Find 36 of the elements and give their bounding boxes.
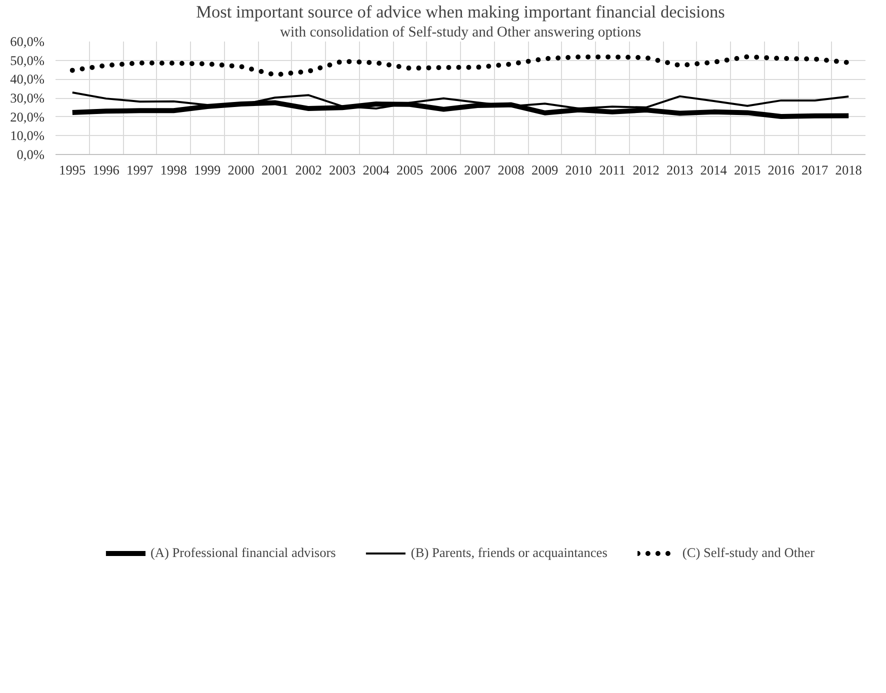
y-tick-label: 20,0% xyxy=(10,109,45,124)
x-tick-label: 2013 xyxy=(666,162,694,178)
x-tick-label: 2011 xyxy=(599,162,626,178)
x-tick-label: 2005 xyxy=(396,162,424,178)
x-tick-label: 2008 xyxy=(498,162,525,178)
x-tick-label: 1998 xyxy=(160,162,188,178)
y-tick-label: 40,0% xyxy=(10,72,45,87)
chart-title: Most important source of advice when making important financial decisions xyxy=(196,2,726,22)
y-tick-label: 10,0% xyxy=(10,128,45,144)
x-tick-label: 1997 xyxy=(126,162,154,178)
y-tick-label: 0,0% xyxy=(16,147,45,162)
y-tick-label: 50,0% xyxy=(10,52,45,68)
x-tick-label: 2006 xyxy=(430,162,458,178)
x-tick-label: 2003 xyxy=(329,162,356,178)
x-tick-label: 2010 xyxy=(565,162,592,178)
x-tick-label: 2007 xyxy=(464,162,492,178)
x-tick-label: 2017 xyxy=(802,162,829,178)
y-tick-label: 60,0% xyxy=(10,34,45,49)
y-tick-label: 30,0% xyxy=(10,90,45,106)
chart-subtitle: with consolidation of Self-study and Other answering options xyxy=(280,24,642,40)
x-tick-label: 1996 xyxy=(92,162,120,178)
x-tick-label: 2016 xyxy=(768,162,795,178)
x-tick-label: 1995 xyxy=(59,162,86,178)
x-tick-label: 2001 xyxy=(262,162,288,178)
x-tick-label: 2018 xyxy=(835,162,862,178)
x-tick-label: 2004 xyxy=(362,162,390,178)
x-tick-label: 2002 xyxy=(295,162,322,178)
x-tick-label: 2012 xyxy=(632,162,660,178)
x-tick-label: 2000 xyxy=(228,162,255,178)
x-tick-label: 2009 xyxy=(532,162,559,178)
x-tick-label: 2015 xyxy=(734,162,762,178)
legend-label: (C) Self-study and Other xyxy=(682,545,815,561)
legend-label: (B) Parents, friends or acquaintances xyxy=(410,545,608,561)
x-tick-label: 2014 xyxy=(700,162,728,178)
legend-label: (A) Professional financial advisors xyxy=(150,545,336,561)
x-tick-label: 1999 xyxy=(194,162,222,178)
